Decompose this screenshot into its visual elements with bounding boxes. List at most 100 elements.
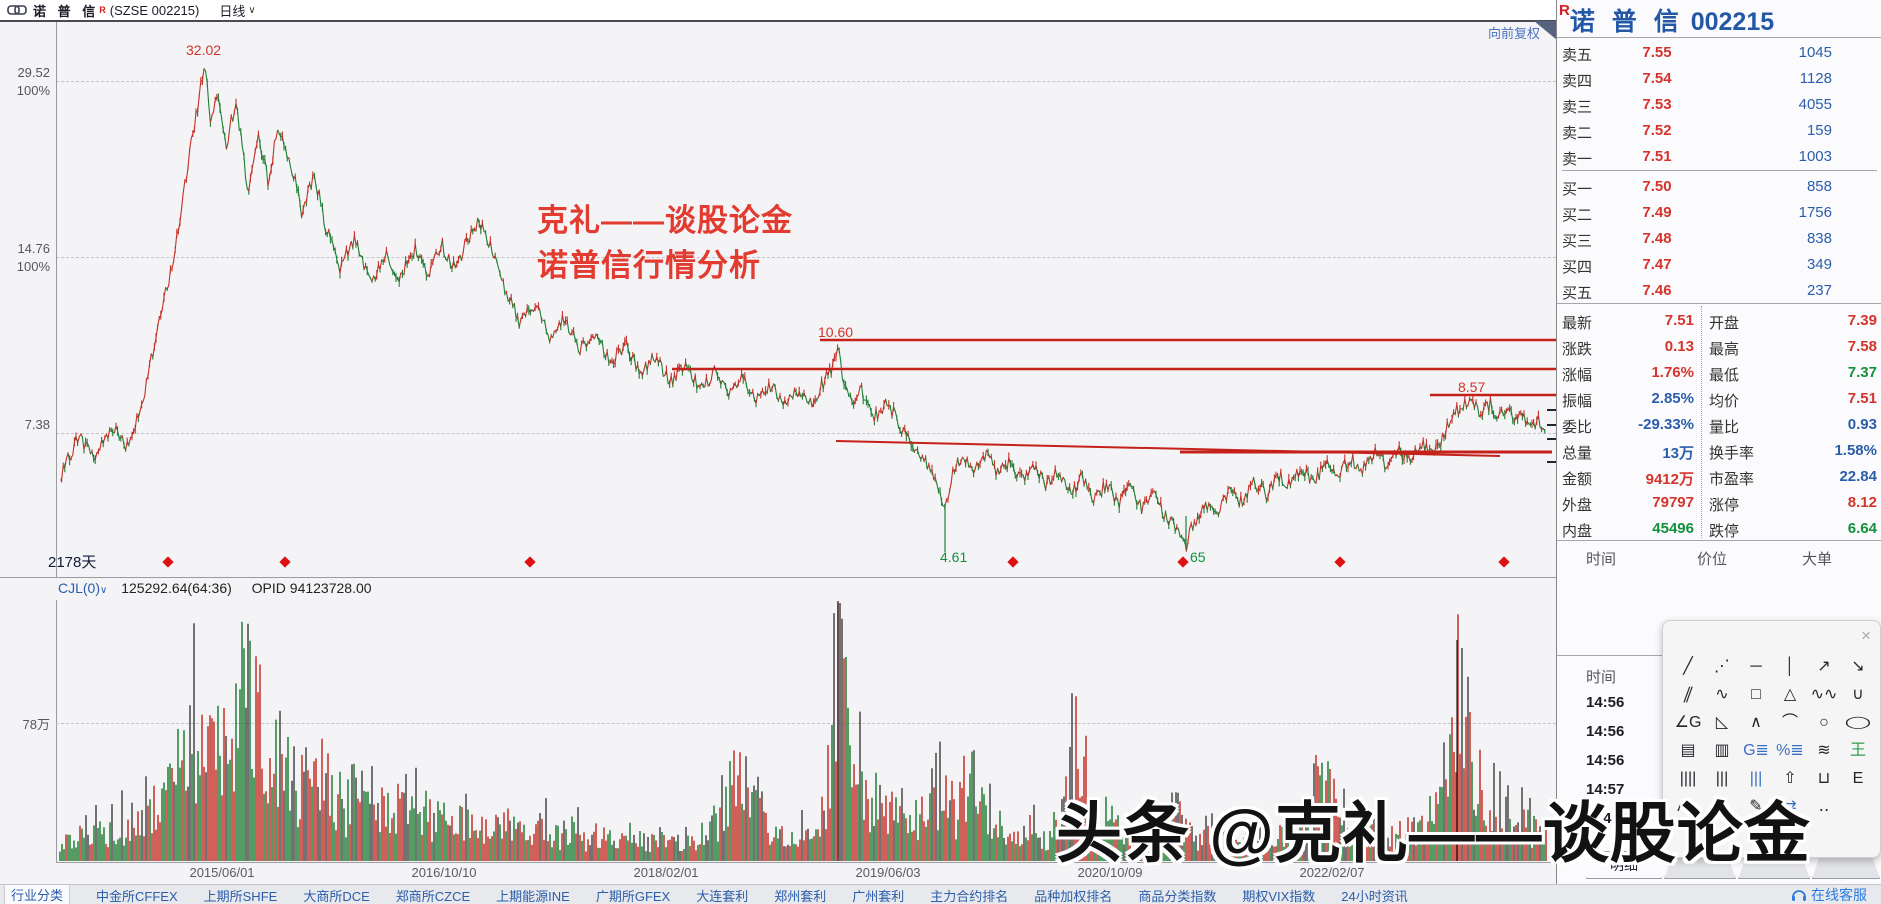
tool-circle-tool[interactable]: ○ <box>1807 709 1841 737</box>
candle-series-down <box>62 68 1546 552</box>
x-axis-date-label: 2015/06/01 <box>189 865 255 880</box>
bottom-bar-item[interactable]: 24小时资讯 <box>1341 888 1408 904</box>
right-edge-tick <box>1547 409 1561 411</box>
quote-stock-name: 诺 普 信 <box>1569 8 1684 36</box>
tool-ruler-tool[interactable]: ⊔ <box>1807 765 1841 793</box>
bottom-bar-item[interactable]: 商品分类指数 <box>1138 888 1217 904</box>
tool-three-vertical-lines[interactable]: ||| <box>1705 765 1739 793</box>
bid-row[interactable]: 买五 7.46 237 <box>1557 278 1881 304</box>
tool-text-tool[interactable]: ABC <box>1671 793 1705 821</box>
tool-horizontal-line[interactable]: ─ <box>1739 653 1773 681</box>
bottom-bar-item[interactable]: 中金所CFFEX <box>96 888 178 904</box>
tool-percent-retracement[interactable]: %≣ <box>1773 737 1807 765</box>
ask-row[interactable]: 卖一 7.51 1003 <box>1557 144 1881 170</box>
stat-value: 6.64 <box>1847 520 1877 537</box>
tool-pencil-tool[interactable]: ✎ <box>1739 793 1773 821</box>
ask-row[interactable]: 卖二 7.52 159 <box>1557 118 1881 144</box>
chevron-down-icon[interactable]: ∨ <box>100 585 108 596</box>
tool-channel-tool[interactable]: ▤ <box>1671 737 1705 765</box>
ask-row[interactable]: 卖四 7.54 1128 <box>1557 66 1881 92</box>
tab-detail[interactable]: 明细 <box>1586 851 1662 879</box>
bottom-bar-item[interactable]: 大连套利 <box>696 888 749 904</box>
bottom-bar-item[interactable]: 上期能源INE <box>496 888 570 904</box>
tool-arc-tool[interactable]: ⌒ <box>1773 709 1807 737</box>
percent-retracement-icon: %≣ <box>1776 742 1804 759</box>
stat-label: 外盘 <box>1562 497 1593 514</box>
tool-right-triangle-tool[interactable]: ◺ <box>1705 709 1739 737</box>
tool-fib-zone[interactable]: 王 <box>1841 737 1875 765</box>
tool-four-vertical-lines[interactable]: |||| <box>1671 765 1705 793</box>
tool-arc-up-tool[interactable]: ∪ <box>1841 681 1875 709</box>
stat-row: 换手率 1.58% <box>1709 438 1877 464</box>
bottom-bar-item[interactable]: 品种加权排名 <box>1034 888 1113 904</box>
period-selector[interactable]: 日线 <box>219 3 246 19</box>
bottom-bar-item[interactable]: 大商所DCE <box>303 888 370 904</box>
stat-row: 最新 7.51 <box>1562 308 1694 334</box>
tool-compare-arrows-tool[interactable]: ⇄ <box>1773 793 1807 821</box>
tool-speed-lines[interactable]: ≋ <box>1807 737 1841 765</box>
tool-arrow-line-up[interactable]: ↗ <box>1807 653 1841 681</box>
indicator-name[interactable]: CJL(0) <box>58 580 101 596</box>
time-list-header: 时间 <box>1586 669 1617 686</box>
bid-row[interactable]: 买二 7.49 1756 <box>1557 200 1881 226</box>
ask-row[interactable]: 卖五 7.55 1045 <box>1557 40 1881 66</box>
tool-bracket-lines[interactable]: E <box>1841 765 1875 793</box>
speed-lines-icon: ≋ <box>1817 742 1831 759</box>
tool-arrow-shape[interactable]: ⇧ <box>1773 765 1807 793</box>
chart-background[interactable] <box>0 22 1556 577</box>
tool-triangle-tool[interactable]: △ <box>1773 681 1807 709</box>
bid-row[interactable]: 买三 7.48 838 <box>1557 226 1881 252</box>
bid-label: 买四 <box>1562 259 1593 276</box>
bottom-bar-item[interactable]: 行业分类 <box>4 885 71 904</box>
tool-arrow-line-down[interactable]: ↘ <box>1841 653 1875 681</box>
forward-adjust-label[interactable]: 向前复权 <box>1488 26 1541 41</box>
tool-wave-tool[interactable]: ∿∿ <box>1807 681 1841 709</box>
bottom-bar-item[interactable]: 主力合约排名 <box>930 888 1009 904</box>
volume-indicator-header: CJL(0)∨ 125292.64(64:36) OPID 94123728.0… <box>58 580 372 596</box>
tool-pitchfork-tool[interactable]: ∧ <box>1739 709 1773 737</box>
tool-vertical-line[interactable]: │ <box>1773 653 1807 681</box>
tool-gann-grid[interactable]: G≣ <box>1739 737 1773 765</box>
bottom-bar-item[interactable]: 郑商所CZCE <box>395 888 471 904</box>
tool-parallel-lines[interactable]: ∥ <box>1671 681 1705 709</box>
close-icon[interactable]: × <box>1861 626 1871 645</box>
tool-polyline[interactable]: ∿ <box>1705 681 1739 709</box>
ask-volume: 1045 <box>1798 44 1832 61</box>
online-service-label[interactable]: 在线客服 <box>1811 887 1867 903</box>
stat-label: 最新 <box>1562 315 1593 332</box>
chevron-down-icon[interactable]: ∨ <box>248 4 256 16</box>
bid-row[interactable]: 买一 7.50 858 <box>1557 174 1881 200</box>
tool-rectangle-tool[interactable]: □ <box>1739 681 1773 709</box>
bid-row[interactable]: 买四 7.47 349 <box>1557 252 1881 278</box>
tool-dashed-trend-line[interactable]: ⋰ <box>1705 653 1739 681</box>
tool-filled-rect-tool[interactable]: ■ <box>1705 793 1739 821</box>
bottom-bar-item[interactable]: 期权VIX指数 <box>1242 888 1316 904</box>
stat-row: 委比 -29.33% <box>1562 412 1694 438</box>
bottom-bar-item[interactable]: 郑州套利 <box>774 888 827 904</box>
bottom-bar-item[interactable]: 广期所GFEX <box>595 888 671 904</box>
tool-more-tools[interactable]: ‥ <box>1807 793 1841 821</box>
tool-three-vertical-lines-blue[interactable]: ||| <box>1739 765 1773 793</box>
x-axis-date-label: 2018/02/01 <box>633 865 699 880</box>
stat-label: 市盈率 <box>1709 471 1755 488</box>
bid-price: 7.48 <box>1642 230 1672 247</box>
bottom-bar-item[interactable]: 广州套利 <box>852 888 905 904</box>
triangle-tool-icon: △ <box>1783 686 1797 703</box>
stat-row: 总量 13万 <box>1562 438 1694 464</box>
days-count-label: 2178天 <box>48 554 97 571</box>
ask-row[interactable]: 卖三 7.53 4055 <box>1557 92 1881 118</box>
tool-gann-angle[interactable]: ∠G <box>1671 709 1705 737</box>
bottom-link-bar: 行业分类 中金所CFFEX 上期所SHFE 大商所DCE 郑商所CZCE 上期能源INE 广… <box>0 884 1881 904</box>
arrow-line-up-icon: ↗ <box>1817 658 1831 675</box>
ask-volume: 4055 <box>1798 96 1832 113</box>
arc-up-tool-icon: ∪ <box>1852 686 1864 703</box>
tool-trend-line[interactable]: ╱ <box>1671 653 1705 681</box>
bottom-bar-item[interactable]: 上期所SHFE <box>203 888 278 904</box>
tool-ellipse-tool[interactable]: ◯ <box>1841 709 1875 737</box>
bid-price: 7.50 <box>1642 178 1672 195</box>
online-service[interactable]: 在线客服 <box>1791 885 1867 904</box>
bid-label: 买二 <box>1562 207 1593 224</box>
volume-bars-up <box>65 603 1547 861</box>
main-chart-bottom-border <box>0 577 1556 578</box>
tool-vertical-channel-tool[interactable]: ▥ <box>1705 737 1739 765</box>
